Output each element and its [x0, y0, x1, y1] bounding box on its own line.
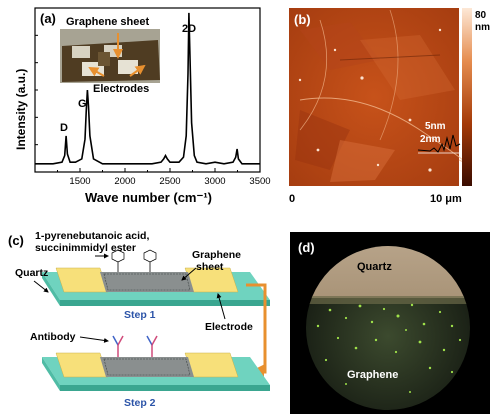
panel-d-label: (d) — [298, 240, 315, 255]
molecule-label-1: 1-pyrenebutanoic acid, — [35, 230, 149, 242]
x-tick-label: 3500 — [249, 176, 270, 187]
profile-2nm-label: 2nm — [420, 134, 441, 145]
device-photo — [60, 29, 160, 83]
panel-a-label: (a) — [40, 11, 56, 26]
height-scale-bar — [462, 8, 472, 186]
afm-texture — [295, 9, 465, 182]
device-step2 — [42, 335, 270, 391]
x-axis-label: Wave number (cm⁻¹) — [85, 190, 212, 205]
y-tick-marks — [35, 34, 38, 146]
y-axis-label: Intensity (a.u.) — [14, 69, 28, 150]
x-ticks: 1500 2000 2500 3000 3500 — [57, 168, 271, 187]
raman-spectrum-line — [35, 12, 260, 165]
x-tick-label: 2000 — [114, 176, 135, 187]
electrode-arrow — [216, 293, 226, 320]
step1-label: Step 1 — [124, 309, 156, 321]
profile-5nm-label: 5nm — [425, 121, 446, 132]
electrode-label: Electrode — [205, 321, 253, 333]
panel-c: (c) 1-pyrenebutanoic acid, succinimmidyl… — [8, 230, 270, 409]
graphene-sheet-label: Graphene sheet — [66, 16, 149, 28]
graphene-label-2: sheet — [196, 261, 224, 273]
panel-d: (d) Quartz Graphene — [290, 232, 490, 414]
quartz-arrow — [33, 280, 49, 293]
antibody-arrow — [79, 336, 109, 343]
panel-a: 1500 2000 2500 3000 3500 (a) Graphene sheet … — [14, 7, 271, 205]
electrode-arrow-right — [129, 64, 146, 77]
scale-unit-label: nm — [475, 22, 490, 33]
step2-label: Step 2 — [124, 397, 156, 409]
peak-label-g: G — [78, 98, 87, 110]
antibody-label: Antibody — [30, 331, 76, 343]
scale-max-label: 80 — [475, 10, 487, 21]
panel-b-label: (b) — [294, 12, 311, 27]
device-step1 — [42, 249, 270, 306]
quartz-label: Quartz — [15, 267, 48, 279]
graphene-label-1: Graphene — [192, 249, 241, 261]
x-tick-label: 2500 — [159, 176, 180, 187]
panel-b: (b) 80 nm 5nm 2nm 0 10 μm — [289, 8, 490, 205]
x-end-label: 10 μm — [430, 193, 462, 205]
quartz-region-label: Quartz — [357, 261, 392, 273]
molecule-label-2: succinimmidyl ester — [35, 242, 136, 254]
x-start-label: 0 — [289, 193, 295, 205]
x-tick-label: 1500 — [69, 176, 90, 187]
peak-label-d: D — [60, 122, 68, 134]
electrode-arrow-left — [88, 67, 105, 77]
electrodes-label: Electrodes — [93, 83, 149, 95]
x-tick-label: 3000 — [204, 176, 225, 187]
graphene-region-label: Graphene — [347, 369, 398, 381]
peak-label-2d: 2D — [182, 23, 196, 35]
height-profile-line — [417, 134, 461, 153]
panel-c-label: (c) — [8, 233, 24, 248]
graphene-arrow — [181, 267, 197, 281]
